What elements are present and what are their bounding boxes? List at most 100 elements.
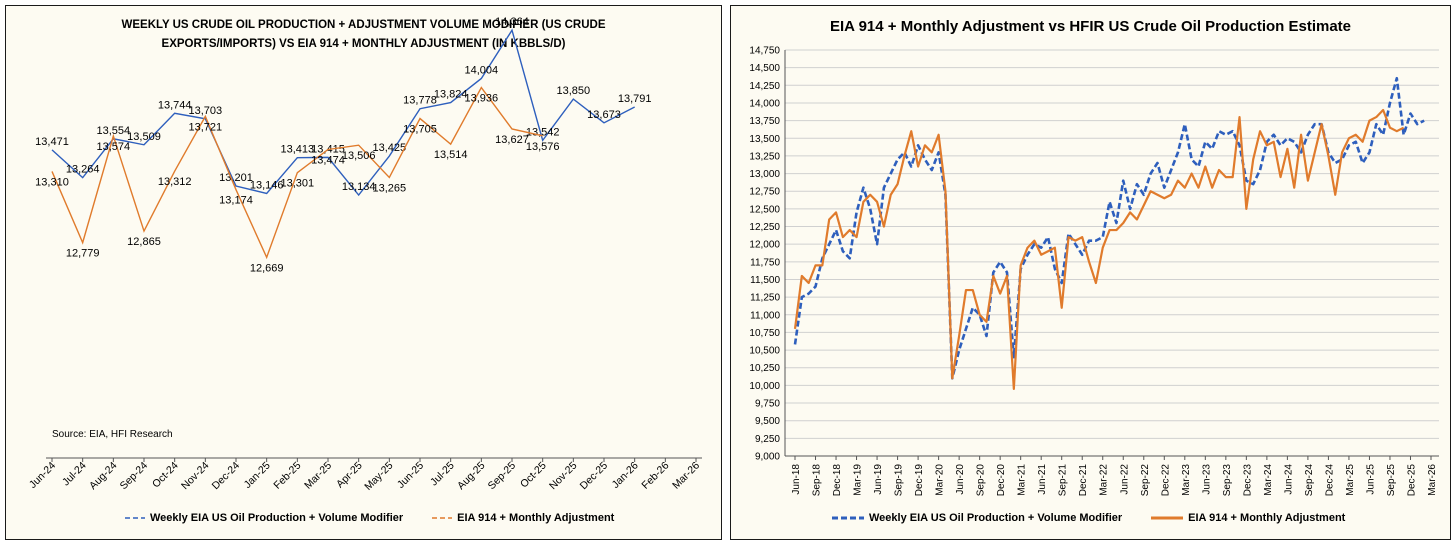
x-tick-label: Sep-22 — [1140, 464, 1151, 497]
y-tick-label: 11,000 — [750, 310, 780, 321]
y-tick-label: 11,500 — [750, 275, 780, 286]
legend-item-weekly-right: Weekly EIA US Oil Production + Volume Mo… — [831, 512, 1122, 524]
y-tick-label: 10,000 — [749, 381, 780, 392]
x-tick-label: Mar-22 — [1099, 464, 1110, 496]
data-label-eia: 13,514 — [434, 149, 468, 161]
x-tick-label: Jul-24 — [60, 460, 89, 489]
data-label-weekly: 13,703 — [189, 105, 223, 117]
left-chart-title: WEEKLY US CRUDE OIL PRODUCTION + ADJUSTM… — [121, 19, 606, 50]
x-tick-label: Jun-18 — [791, 464, 802, 495]
x-tick-label: Aug-24 — [87, 460, 120, 493]
data-label-eia: 13,265 — [373, 182, 407, 194]
x-tick-label: Dec-25 — [578, 460, 611, 493]
x-tick-label: Sep-23 — [1222, 464, 1233, 497]
y-tick-label: 12,500 — [749, 204, 780, 215]
y-tick-label: 10,500 — [749, 346, 780, 357]
y-tick-label: 13,500 — [749, 134, 780, 145]
x-tick-label: Mar-21 — [1017, 464, 1028, 496]
y-tick-label: 9,750 — [755, 399, 780, 410]
x-tick-label: Jan-25 — [242, 460, 273, 491]
legend-item-eia: EIA 914 + Monthly Adjustment — [431, 512, 614, 524]
x-tick-label: Jun-24 — [1283, 464, 1294, 495]
x-tick-label: Sep-24 — [118, 460, 151, 493]
x-tick-label: Jun-19 — [873, 464, 884, 495]
left-legend: Weekly EIA US Oil Production + Volume Mo… — [124, 512, 642, 524]
x-tick-label: Jun-20 — [955, 464, 966, 495]
y-tick-label: 10,750 — [749, 328, 780, 339]
x-tick-label: Sep-18 — [812, 464, 823, 497]
x-tick-label: Nov-24 — [179, 460, 212, 493]
right-chart-title: EIA 914 + Monthly Adjustment vs HFIR US … — [829, 18, 1352, 35]
data-label-eia: 13,474 — [311, 154, 345, 166]
x-tick-label: Jun-25 — [395, 460, 426, 491]
data-label-eia: 12,779 — [66, 248, 100, 260]
source-note: Source: EIA, HFI Research — [52, 429, 173, 440]
data-label-eia: 13,627 — [495, 134, 529, 146]
y-tick-label: 14,500 — [749, 63, 780, 74]
data-label-weekly: 13,134 — [342, 181, 376, 193]
x-tick-label: Dec-24 — [210, 460, 243, 493]
x-tick-label: Mar-19 — [853, 464, 864, 496]
x-tick-label: Feb-25 — [271, 460, 303, 492]
y-tick-label: 11,750 — [750, 257, 780, 268]
y-tick-label: 12,000 — [749, 240, 780, 251]
x-tick-label: Dec-24 — [1324, 464, 1335, 497]
legend-swatch-weekly-right — [832, 516, 864, 520]
x-tick-label: Dec-18 — [832, 464, 843, 497]
data-label-eia: 13,301 — [281, 178, 315, 190]
data-label-eia: 12,865 — [127, 236, 161, 248]
x-tick-label: Mar-24 — [1263, 464, 1274, 496]
right-legend: Weekly EIA US Oil Production + Volume Mo… — [831, 512, 1373, 524]
data-label-weekly: 13,791 — [618, 93, 652, 105]
x-tick-label: Jan-26 — [610, 460, 641, 491]
data-label-weekly: 13,413 — [281, 144, 315, 156]
data-label-eia: 12,669 — [250, 262, 284, 274]
y-tick-label: 14,250 — [749, 81, 780, 92]
x-tick-label: Feb-26 — [639, 460, 671, 492]
data-label-weekly: 13,554 — [97, 125, 131, 137]
x-tick-label: Jun-25 — [1365, 464, 1376, 495]
series-line-weekly — [793, 76, 1425, 380]
x-tick-label: Nov-25 — [547, 460, 580, 493]
x-tick-label: Jun-24 — [27, 460, 58, 491]
series-line-weekly — [51, 28, 635, 197]
data-label-weekly: 13,744 — [158, 99, 192, 111]
data-label-weekly: 13,509 — [127, 131, 161, 143]
x-tick-label: Dec-19 — [914, 464, 925, 497]
data-label-weekly: 13,824 — [434, 89, 468, 101]
data-label-eia: 13,506 — [342, 150, 376, 162]
legend-label-weekly-right: Weekly EIA US Oil Production + Volume Mo… — [869, 512, 1123, 524]
x-tick-label: Apr-25 — [334, 460, 365, 491]
data-label-eia: 13,721 — [189, 121, 223, 133]
x-tick-label: Sep-21 — [1058, 464, 1069, 497]
right-chart-panel: EIA 914 + Monthly Adjustment vs HFIR US … — [730, 5, 1451, 540]
x-tick-label: Oct-25 — [518, 460, 549, 491]
y-tick-label: 14,000 — [749, 98, 780, 109]
x-tick-label: Mar-20 — [935, 464, 946, 496]
x-tick-label: Jun-21 — [1037, 464, 1048, 495]
x-tick-label: Mar-23 — [1181, 464, 1192, 496]
x-tick-label: Dec-22 — [1160, 464, 1171, 497]
data-label-weekly: 13,264 — [66, 164, 100, 176]
x-tick-label: Mar-26 — [1427, 464, 1438, 496]
data-label-eia: 13,574 — [97, 141, 131, 153]
data-label-weekly: 14,364 — [495, 16, 529, 28]
y-tick-label: 12,250 — [749, 222, 780, 233]
x-tick-label: May-25 — [362, 460, 395, 493]
y-tick-label: 11,250 — [750, 293, 780, 304]
x-tick-label: Sep-25 — [1386, 464, 1397, 497]
x-tick-label: Mar-26 — [670, 460, 702, 492]
legend-label-eia: EIA 914 + Monthly Adjustment — [457, 512, 615, 524]
data-label-weekly: 13,146 — [250, 179, 284, 191]
x-tick-label: Sep-20 — [976, 464, 987, 497]
data-label-weekly: 13,673 — [587, 109, 621, 121]
x-tick-label: Jul-25 — [428, 460, 457, 489]
data-label-weekly: 13,471 — [35, 136, 69, 148]
legend-swatch-weekly — [125, 517, 145, 519]
y-tick-label: 14,750 — [749, 46, 780, 57]
data-label-eia: 13,312 — [158, 176, 192, 188]
data-label-eia: 13,705 — [403, 124, 437, 136]
series-line-eia — [793, 108, 1405, 391]
y-tick-label: 13,750 — [749, 116, 780, 127]
data-label-weekly: 14,004 — [465, 64, 499, 76]
